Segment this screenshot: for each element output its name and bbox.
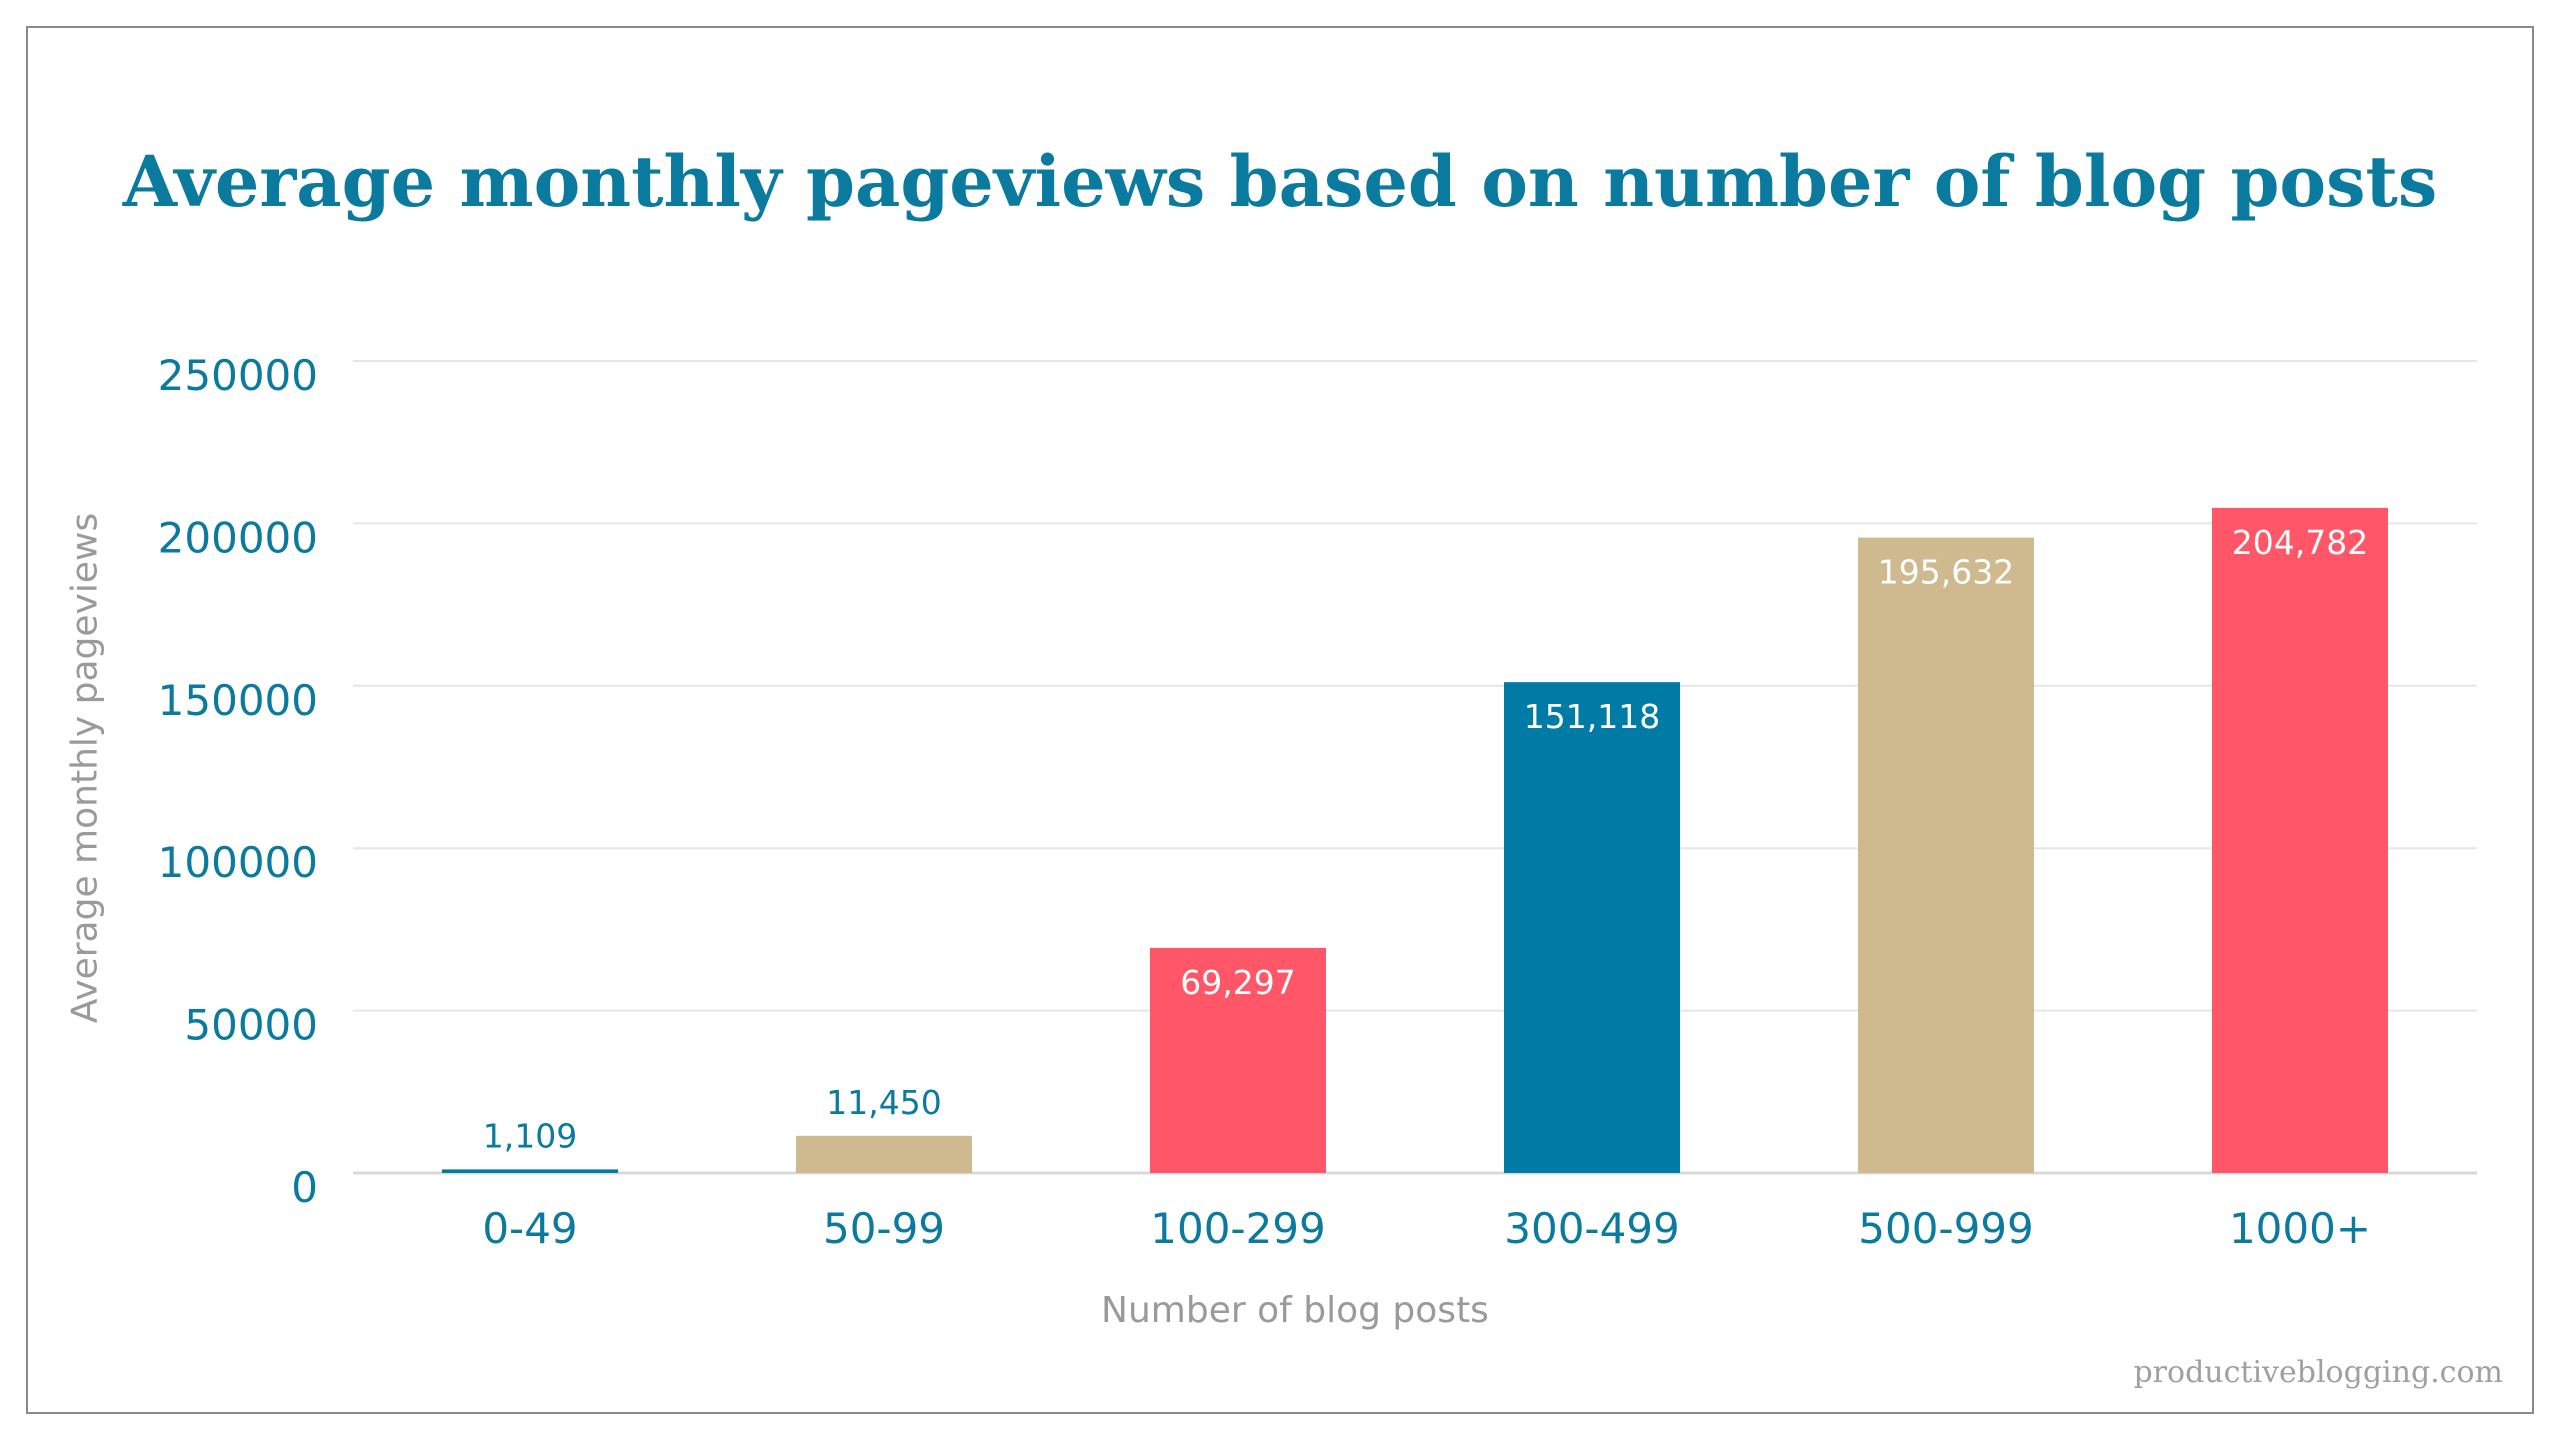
chart-title: Average monthly pageviews based on numbe… [122, 140, 2438, 223]
x-axis-label: Number of blog posts [1101, 1290, 1489, 1331]
y-tick-label: 150000 [158, 676, 318, 725]
data-label: 204,782 [2232, 523, 2368, 562]
y-tick-label: 0 [291, 1163, 318, 1212]
y-tick-label: 250000 [158, 351, 318, 400]
bar [796, 1135, 972, 1173]
data-label: 11,450 [826, 1083, 941, 1122]
data-label: 1,109 [483, 1116, 577, 1155]
bar [442, 1169, 618, 1173]
x-tick-label: 100-299 [1150, 1204, 1326, 1253]
data-label: 69,297 [1180, 963, 1295, 1002]
y-tick-label: 100000 [158, 838, 318, 887]
bar [1504, 682, 1680, 1173]
x-tick-label: 50-99 [823, 1204, 945, 1253]
data-label: 151,118 [1524, 697, 1660, 736]
bar [1150, 947, 1326, 1173]
bar [1858, 537, 2034, 1173]
watermark: productiveblogging.com [2133, 1355, 2503, 1390]
y-tick-label: 200000 [158, 513, 318, 562]
chart-frame [26, 26, 2534, 1414]
x-tick-label: 300-499 [1504, 1204, 1680, 1253]
data-label: 195,632 [1878, 553, 2014, 592]
y-tick-label: 50000 [184, 1001, 318, 1050]
x-tick-label: 0-49 [482, 1204, 577, 1253]
bar [2212, 507, 2388, 1174]
x-tick-label: 500-999 [1858, 1204, 2034, 1253]
x-tick-label: 1000+ [2229, 1204, 2371, 1253]
